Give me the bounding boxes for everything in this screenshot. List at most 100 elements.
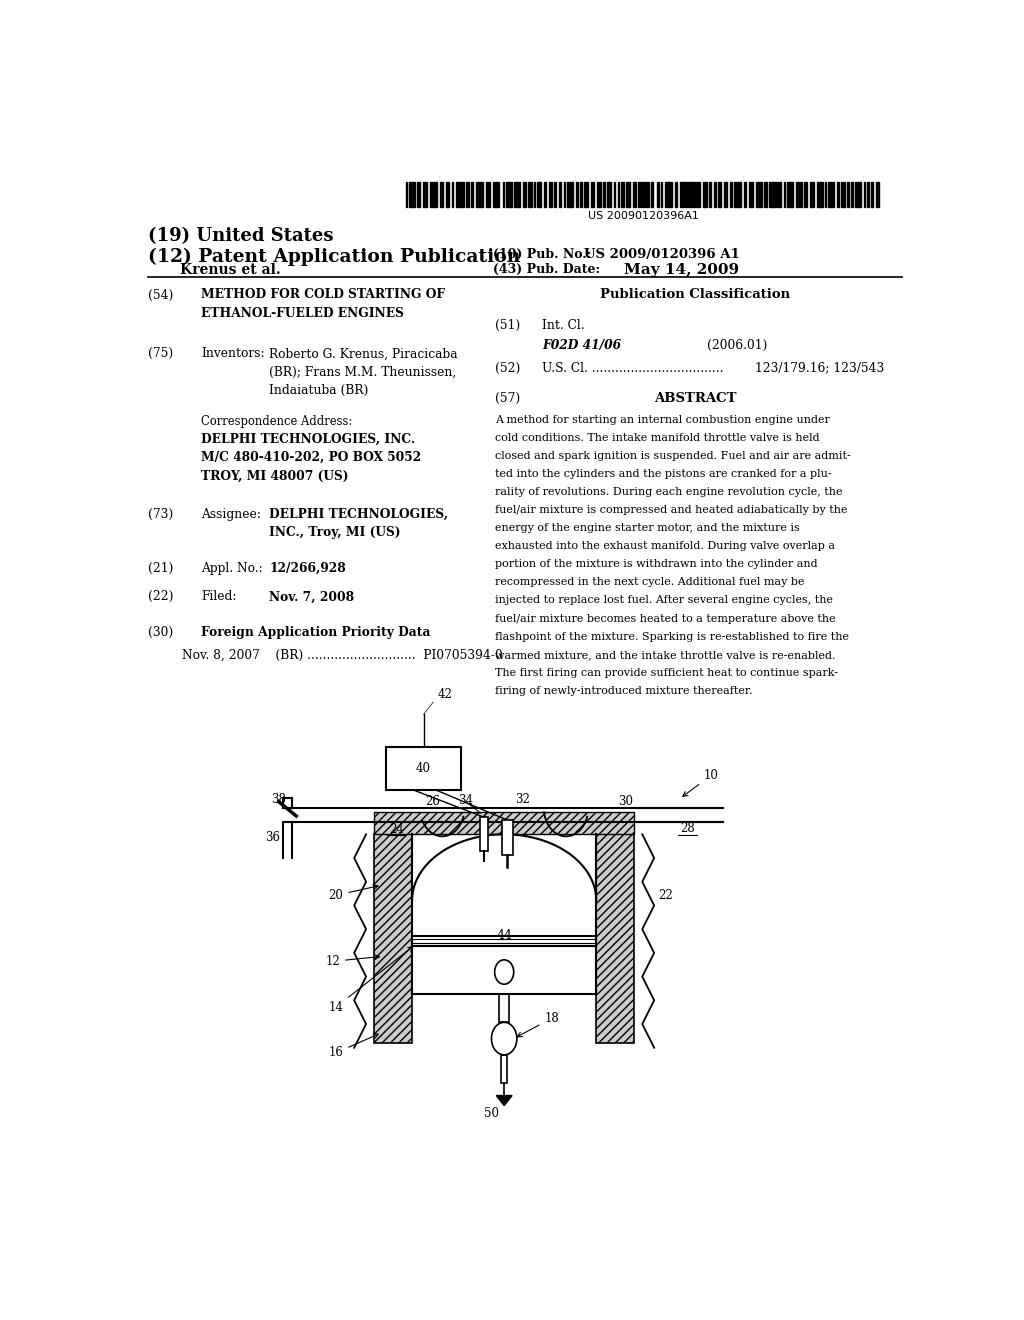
Bar xyxy=(675,182,677,207)
Text: flashpoint of the mixture. Sparking is re-established to fire the: flashpoint of the mixture. Sparking is r… xyxy=(495,632,849,642)
Bar xyxy=(703,182,708,207)
Bar xyxy=(719,182,721,207)
Text: 24: 24 xyxy=(389,822,403,836)
Bar xyxy=(386,747,461,789)
Text: 20: 20 xyxy=(329,884,378,902)
Text: ETHANOL-FUELED ENGINES: ETHANOL-FUELED ENGINES xyxy=(201,306,403,319)
Bar xyxy=(479,817,487,850)
Text: exhausted into the exhaust manifold. During valve overlap a: exhausted into the exhaust manifold. Dur… xyxy=(495,541,835,552)
Text: firing of newly-introduced mixture thereafter.: firing of newly-introduced mixture there… xyxy=(495,686,753,696)
Text: energy of the engine starter motor, and the mixture is: energy of the engine starter motor, and … xyxy=(495,523,800,533)
Bar xyxy=(476,182,482,207)
Bar xyxy=(452,182,454,207)
Bar xyxy=(870,182,873,207)
Bar xyxy=(633,182,636,207)
Bar xyxy=(423,182,427,207)
Bar xyxy=(777,182,781,207)
Text: ted into the cylinders and the pistons are cranked for a plu-: ted into the cylinders and the pistons a… xyxy=(495,469,831,479)
Bar xyxy=(456,182,460,207)
Text: A method for starting an internal combustion engine under: A method for starting an internal combus… xyxy=(495,414,829,425)
Text: (57): (57) xyxy=(495,392,520,405)
Bar xyxy=(734,182,740,207)
Bar xyxy=(863,182,865,207)
Bar xyxy=(486,182,489,207)
Text: 18: 18 xyxy=(517,1011,559,1036)
Text: Correspondence Address:: Correspondence Address: xyxy=(201,414,352,428)
Polygon shape xyxy=(596,834,634,1043)
Text: F02D 41/06: F02D 41/06 xyxy=(543,339,622,352)
Text: May 14, 2009: May 14, 2009 xyxy=(624,263,739,277)
Bar xyxy=(554,182,556,207)
Text: (43) Pub. Date:: (43) Pub. Date: xyxy=(494,263,600,276)
Text: 16: 16 xyxy=(329,1034,378,1060)
Bar xyxy=(817,182,823,207)
Text: 38: 38 xyxy=(270,793,286,807)
Text: cold conditions. The intake manifold throttle valve is held: cold conditions. The intake manifold thr… xyxy=(495,433,819,442)
Text: Inventors:: Inventors: xyxy=(201,347,264,360)
Bar xyxy=(800,182,802,207)
Bar xyxy=(855,182,861,207)
Bar xyxy=(528,182,531,207)
Text: Nov. 7, 2008: Nov. 7, 2008 xyxy=(269,590,354,603)
Bar xyxy=(538,182,542,207)
Bar xyxy=(501,1055,508,1084)
Bar xyxy=(743,182,746,207)
Text: (30): (30) xyxy=(147,626,173,639)
Bar xyxy=(514,182,520,207)
Bar xyxy=(750,182,753,207)
Text: 32: 32 xyxy=(515,793,530,807)
Text: recompressed in the next cycle. Additional fuel may be: recompressed in the next cycle. Addition… xyxy=(495,577,804,587)
Text: (2006.01): (2006.01) xyxy=(708,339,768,352)
Text: 22: 22 xyxy=(658,888,673,902)
Bar xyxy=(642,182,645,207)
Text: fuel/air mixture is compressed and heated adiabatically by the: fuel/air mixture is compressed and heate… xyxy=(495,506,847,515)
Bar xyxy=(585,182,589,207)
Bar xyxy=(506,182,512,207)
Bar xyxy=(409,182,416,207)
Bar xyxy=(756,182,762,207)
Text: ABSTRACT: ABSTRACT xyxy=(654,392,736,405)
Bar xyxy=(660,182,663,207)
Bar xyxy=(786,182,793,207)
Text: injected to replace lost fuel. After several engine cycles, the: injected to replace lost fuel. After sev… xyxy=(495,595,833,606)
Text: 34: 34 xyxy=(458,795,473,808)
Bar xyxy=(714,182,716,207)
Bar xyxy=(651,182,653,207)
Bar xyxy=(446,182,450,207)
Text: 42: 42 xyxy=(438,688,453,701)
Text: portion of the mixture is withdrawn into the cylinder and: portion of the mixture is withdrawn into… xyxy=(495,560,817,569)
Bar xyxy=(804,182,807,207)
Text: (51): (51) xyxy=(495,319,520,333)
Bar xyxy=(559,182,560,207)
Bar xyxy=(417,182,420,207)
Bar xyxy=(549,182,552,207)
Text: DELPHI TECHNOLOGIES,: DELPHI TECHNOLOGIES, xyxy=(269,508,449,521)
Polygon shape xyxy=(374,812,634,834)
Bar xyxy=(824,182,826,207)
Bar xyxy=(621,182,624,207)
Bar xyxy=(502,820,513,854)
Bar xyxy=(544,182,546,207)
Text: 28: 28 xyxy=(680,822,695,834)
Bar xyxy=(607,182,611,207)
Bar xyxy=(406,182,408,207)
Bar xyxy=(783,182,785,207)
Circle shape xyxy=(492,1022,517,1055)
Bar xyxy=(581,182,582,207)
Bar xyxy=(666,182,672,207)
Text: 44: 44 xyxy=(497,929,512,942)
Bar xyxy=(613,182,615,207)
Text: METHOD FOR COLD STARTING OF: METHOD FOR COLD STARTING OF xyxy=(201,289,445,301)
Text: US 2009/0120396 A1: US 2009/0120396 A1 xyxy=(585,248,740,261)
Bar xyxy=(842,182,846,207)
Bar xyxy=(811,182,814,207)
Bar xyxy=(730,182,732,207)
Text: (19) United States: (19) United States xyxy=(147,227,334,246)
Bar xyxy=(591,182,594,207)
Text: (10) Pub. No.:: (10) Pub. No.: xyxy=(494,248,591,261)
Bar xyxy=(597,182,601,207)
Text: Indaiatuba (BR): Indaiatuba (BR) xyxy=(269,384,369,397)
Text: Appl. No.:: Appl. No.: xyxy=(201,562,263,576)
Text: 14: 14 xyxy=(329,946,413,1014)
Bar xyxy=(797,182,799,207)
